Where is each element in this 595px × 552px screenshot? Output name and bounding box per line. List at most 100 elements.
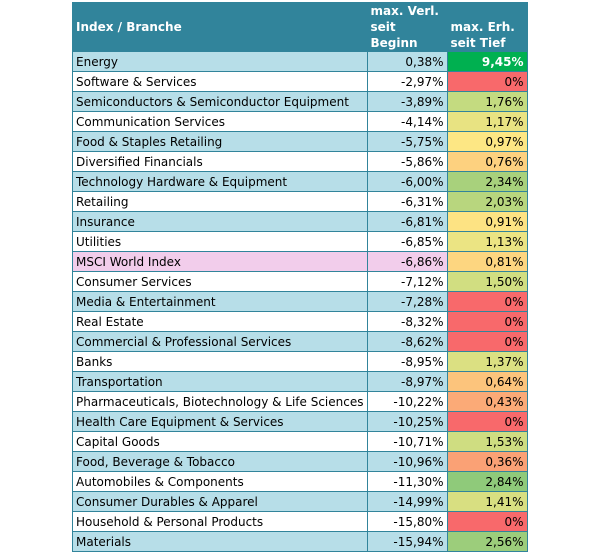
row-max-gain: 0,76% — [446, 151, 528, 172]
row-name: Commercial & Professional Services — [72, 331, 368, 352]
row-name: Energy — [72, 51, 368, 72]
row-max-loss: -6,85% — [366, 231, 448, 252]
row-max-loss: -10,25% — [366, 411, 448, 432]
table-row: Energy 0,38% 9,45% — [72, 51, 528, 72]
row-max-loss: -6,31% — [366, 191, 448, 212]
table-row: Consumer Services -7,12% 1,50% — [72, 271, 528, 292]
row-max-gain: 0% — [446, 311, 528, 332]
branch-performance-table: Index / Branche max. Verl. seit Beginn ma… — [72, 2, 528, 552]
table-header: Index / Branche max. Verl. seit Beginn ma… — [72, 2, 528, 52]
row-name: Media & Entertainment — [72, 291, 368, 312]
row-max-gain: 0% — [446, 291, 528, 312]
row-name: MSCI World Index — [72, 251, 368, 272]
row-name: Real Estate — [72, 311, 368, 332]
table-row: Media & Entertainment -7,28% 0% — [72, 291, 528, 312]
table-row: Health Care Equipment & Services -10,25% 0… — [72, 411, 528, 432]
row-max-gain: 1,37% — [446, 351, 528, 372]
table-row: Utilities -6,85% 1,13% — [72, 231, 528, 252]
row-name: Consumer Services — [72, 271, 368, 292]
header-row: Index / Branche max. Verl. seit Beginn ma… — [72, 2, 528, 52]
header-max-loss-line2: seit Beginn — [370, 20, 418, 50]
row-max-loss: -4,14% — [366, 111, 448, 132]
row-name: Technology Hardware & Equipment — [72, 171, 368, 192]
header-index-branche: Index / Branche — [72, 2, 368, 52]
row-max-loss: -6,86% — [366, 251, 448, 272]
row-name: Insurance — [72, 211, 368, 232]
row-max-gain: 0,43% — [446, 391, 528, 412]
row-name: Automobiles & Components — [72, 471, 368, 492]
row-max-loss: -6,81% — [366, 211, 448, 232]
row-max-loss: -11,30% — [366, 471, 448, 492]
table-row: Materials -15,94% 2,56% — [72, 531, 528, 552]
row-name: Food, Beverage & Tobacco — [72, 451, 368, 472]
row-name: Materials — [72, 531, 368, 552]
row-max-gain: 1,50% — [446, 271, 528, 292]
row-name: Banks — [72, 351, 368, 372]
row-max-loss: -5,75% — [366, 131, 448, 152]
row-max-loss: -15,94% — [366, 531, 448, 552]
row-max-gain: 2,84% — [446, 471, 528, 492]
table-row: Technology Hardware & Equipment -6,00% 2,3… — [72, 171, 528, 192]
row-name: Food & Staples Retailing — [72, 131, 368, 152]
table-row: Real Estate -8,32% 0% — [72, 311, 528, 332]
table-row: Food & Staples Retailing -5,75% 0,97% — [72, 131, 528, 152]
table-row: Consumer Durables & Apparel -14,99% 1,41% — [72, 491, 528, 512]
row-max-loss: -10,96% — [366, 451, 448, 472]
row-max-gain: 0% — [446, 511, 528, 532]
table-row: Commercial & Professional Services -8,62%… — [72, 331, 528, 352]
row-max-loss: -8,32% — [366, 311, 448, 332]
row-name: Health Care Equipment & Services — [72, 411, 368, 432]
table-row: Automobiles & Components -11,30% 2,84% — [72, 471, 528, 492]
row-name: Utilities — [72, 231, 368, 252]
row-max-loss: -7,28% — [366, 291, 448, 312]
row-name: Diversified Financials — [72, 151, 368, 172]
header-max-gain-line1: max. Erh. — [450, 20, 515, 34]
row-max-gain: 0% — [446, 71, 528, 92]
row-name: Household & Personal Products — [72, 511, 368, 532]
header-max-gain-line2: seit Tief — [450, 36, 506, 50]
row-max-loss: -14,99% — [366, 491, 448, 512]
row-max-gain: 2,34% — [446, 171, 528, 192]
row-max-gain: 0,64% — [446, 371, 528, 392]
row-max-loss: -3,89% — [366, 91, 448, 112]
table-row: Diversified Financials -5,86% 0,76% — [72, 151, 528, 172]
row-name: Retailing — [72, 191, 368, 212]
row-max-gain: 1,41% — [446, 491, 528, 512]
table-row: Banks -8,95% 1,37% — [72, 351, 528, 372]
table-row: Pharmaceuticals, Biotechnology & Life Sc… — [72, 391, 528, 412]
row-name: Semiconductors & Semiconductor Equipment — [72, 91, 368, 112]
row-max-loss: -8,97% — [366, 371, 448, 392]
row-max-loss: -2,97% — [366, 71, 448, 92]
row-max-gain: 0% — [446, 411, 528, 432]
table-row: Software & Services -2,97% 0% — [72, 71, 528, 92]
row-max-gain: 0% — [446, 331, 528, 352]
row-name: Communication Services — [72, 111, 368, 132]
row-name: Capital Goods — [72, 431, 368, 452]
row-max-loss: 0,38% — [366, 51, 448, 72]
row-max-loss: -15,80% — [366, 511, 448, 532]
row-max-gain: 1,17% — [446, 111, 528, 132]
row-max-gain: 2,03% — [446, 191, 528, 212]
row-max-gain: 1,13% — [446, 231, 528, 252]
row-max-gain: 1,76% — [446, 91, 528, 112]
header-max-loss-line1: max. Verl. — [370, 4, 439, 18]
row-max-loss: -8,95% — [366, 351, 448, 372]
table-row: Capital Goods -10,71% 1,53% — [72, 431, 528, 452]
row-name: Pharmaceuticals, Biotechnology & Life Sc… — [72, 391, 368, 412]
row-max-gain: 0,36% — [446, 451, 528, 472]
header-max-gain: max. Erh. seit Tief — [446, 2, 528, 52]
row-max-gain: 1,53% — [446, 431, 528, 452]
row-max-loss: -7,12% — [366, 271, 448, 292]
row-max-loss: -10,22% — [366, 391, 448, 412]
row-name: Consumer Durables & Apparel — [72, 491, 368, 512]
row-max-loss: -10,71% — [366, 431, 448, 452]
table-row: Insurance -6,81% 0,91% — [72, 211, 528, 232]
table-row: Retailing -6,31% 2,03% — [72, 191, 528, 212]
row-max-gain: 2,56% — [446, 531, 528, 552]
row-name: Software & Services — [72, 71, 368, 92]
row-name: Transportation — [72, 371, 368, 392]
table-row: Semiconductors & Semiconductor Equipment… — [72, 91, 528, 112]
table-row: Food, Beverage & Tobacco -10,96% 0,36% — [72, 451, 528, 472]
row-max-gain: 0,97% — [446, 131, 528, 152]
row-max-gain: 0,91% — [446, 211, 528, 232]
